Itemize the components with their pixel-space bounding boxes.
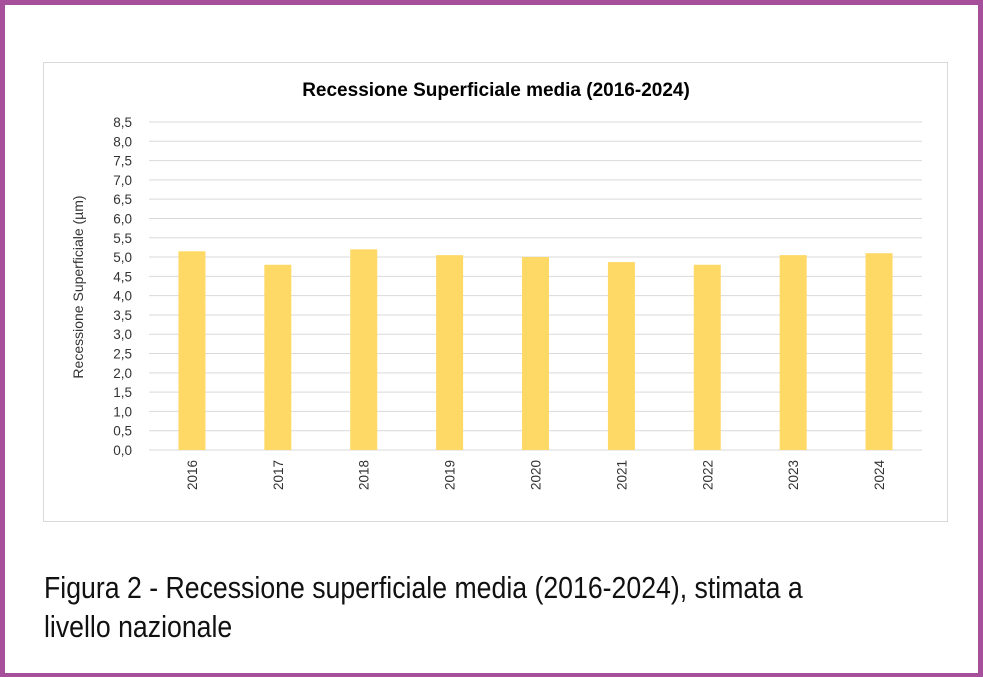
bars	[178, 249, 893, 450]
y-tick-label: 0,5	[113, 424, 132, 439]
y-tick-label: 8,0	[113, 134, 132, 149]
x-tick-label: 2019	[443, 460, 458, 490]
y-tick-label: 4,5	[113, 269, 132, 284]
y-tick-label: 4,0	[113, 289, 132, 304]
bar-2018	[350, 249, 378, 450]
y-tick-label: 5,0	[113, 250, 132, 265]
y-tick-label: 3,5	[113, 308, 132, 323]
bar-2020	[522, 257, 549, 450]
bar-2021	[607, 262, 635, 450]
chart-container: Recessione Superficiale media (2016-2024…	[43, 62, 948, 522]
bar-2023	[779, 255, 807, 450]
y-tick-label: 7,0	[113, 173, 132, 188]
y-tick-label: 2,0	[113, 366, 132, 381]
caption-line-1: Figura 2 - Recessione superficiale media…	[44, 570, 803, 605]
x-tick-labels: 2016 2017 2018 2019 2020 2021 2022 2023 2024	[185, 460, 887, 491]
x-tick-label: 2024	[872, 460, 887, 491]
y-tick-label: 0,0	[113, 443, 132, 458]
y-tick-label: 6,0	[113, 211, 132, 226]
y-tick-label: 8,5	[113, 115, 132, 130]
x-tick-label: 2022	[700, 460, 715, 490]
bar-chart: Recessione Superficiale media (2016-2024…	[70, 80, 922, 491]
bar-2022	[693, 264, 721, 450]
caption-line-2: livello nazionale	[44, 609, 233, 644]
x-tick-label: 2023	[786, 460, 801, 490]
bar-2019	[436, 255, 464, 450]
x-tick-label: 2018	[357, 460, 372, 490]
x-tick-label: 2021	[614, 460, 629, 490]
y-tick-label: 1,0	[113, 404, 132, 419]
x-tick-label: 2016	[185, 460, 200, 490]
bar-2024	[865, 253, 893, 450]
bar-2016	[178, 251, 206, 450]
chart-title: Recessione Superficiale media (2016-2024…	[302, 80, 690, 101]
x-tick-label: 2020	[529, 460, 544, 490]
y-tick-label: 1,5	[113, 385, 132, 400]
y-tick-label: 5,5	[113, 231, 132, 246]
y-tick-label: 7,5	[113, 154, 132, 169]
y-tick-label: 6,5	[113, 192, 132, 207]
y-tick-label: 2,5	[113, 347, 132, 362]
bar-2017	[264, 264, 292, 450]
x-tick-label: 2017	[271, 460, 286, 490]
y-tick-labels: 0,0 0,5 1,0 1,5 2,0 2,5 3,0 3,5 4,0 4,5 5,0 5,5 6,0 6…	[113, 115, 132, 458]
y-axis-label: Recessione Superficiale (µm)	[70, 195, 86, 378]
y-tick-label: 3,0	[113, 327, 132, 342]
figure-caption: Figura 2 - Recessione superficiale media…	[44, 568, 818, 646]
